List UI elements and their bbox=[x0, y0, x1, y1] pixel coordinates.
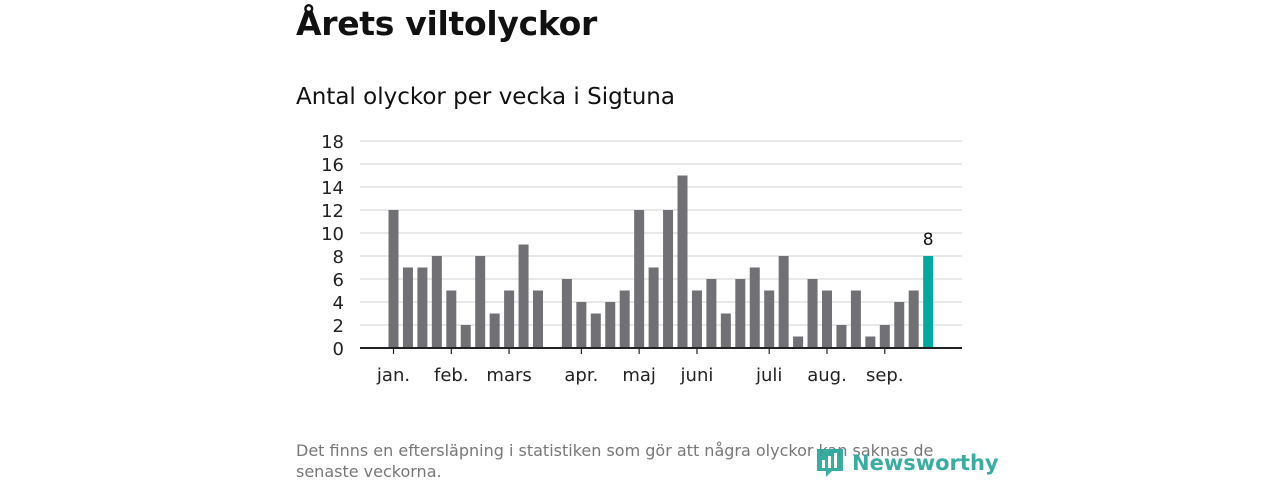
bar bbox=[908, 290, 919, 348]
y-tick-label: 0 bbox=[333, 339, 344, 360]
bar bbox=[518, 244, 529, 348]
y-tick-label: 10 bbox=[321, 224, 344, 245]
bar bbox=[879, 325, 890, 348]
bar bbox=[706, 279, 717, 348]
y-tick-label: 14 bbox=[321, 178, 344, 199]
bar bbox=[865, 336, 876, 348]
bar-highlight bbox=[923, 256, 934, 348]
newsworthy-logo: Newsworthy bbox=[814, 446, 999, 480]
bar bbox=[402, 267, 413, 348]
x-axis-ticks: jan. feb. mars apr. maj juni juli aug. sep. bbox=[376, 348, 904, 386]
x-tick-label: feb. bbox=[434, 365, 469, 386]
x-tick-label: jan. bbox=[376, 365, 410, 386]
page-title: Årets viltolyckor bbox=[296, 4, 597, 43]
bar bbox=[475, 256, 486, 348]
data-labels: 8 bbox=[923, 230, 934, 250]
y-tick-label: 8 bbox=[333, 247, 344, 268]
chart-title: Antal olyckor per vecka i Sigtuna bbox=[296, 84, 675, 110]
bar bbox=[446, 290, 457, 348]
bar bbox=[648, 267, 659, 348]
x-tick-label: mars bbox=[486, 365, 531, 386]
newsworthy-logo-icon bbox=[817, 449, 843, 477]
footnote: Det finns en eftersläpning i statistiken… bbox=[296, 441, 934, 481]
y-tick-label: 18 bbox=[321, 132, 344, 153]
bar bbox=[850, 290, 861, 348]
bar bbox=[634, 210, 645, 348]
bar bbox=[460, 325, 471, 348]
bar bbox=[417, 267, 428, 348]
x-tick-label: aug. bbox=[807, 365, 847, 386]
bar bbox=[778, 256, 789, 348]
y-tick-label: 12 bbox=[321, 201, 344, 222]
bar bbox=[691, 290, 702, 348]
bar bbox=[793, 336, 804, 348]
bar bbox=[735, 279, 746, 348]
bar bbox=[431, 256, 442, 348]
bar bbox=[663, 210, 674, 348]
bar bbox=[590, 313, 601, 348]
bar bbox=[489, 313, 500, 348]
bar bbox=[720, 313, 731, 348]
bar bbox=[605, 302, 616, 348]
bar bbox=[533, 290, 543, 348]
newsworthy-logo-text: Newsworthy bbox=[852, 451, 999, 475]
bar bbox=[561, 279, 572, 348]
bar bbox=[836, 325, 847, 348]
bar bbox=[576, 302, 587, 348]
bar bbox=[619, 290, 630, 348]
y-tick-label: 6 bbox=[333, 270, 344, 291]
bar bbox=[504, 290, 515, 348]
bar bbox=[822, 290, 832, 348]
y-tick-label: 2 bbox=[333, 316, 344, 337]
grid-lines bbox=[360, 140, 962, 326]
bar bbox=[894, 302, 905, 348]
x-tick-label: apr. bbox=[564, 365, 598, 386]
bar bbox=[749, 267, 760, 348]
bar bbox=[807, 279, 818, 348]
data-label: 8 bbox=[923, 230, 934, 250]
x-tick-label: maj bbox=[622, 365, 656, 386]
bar bbox=[677, 175, 688, 348]
y-tick-label: 16 bbox=[321, 155, 344, 176]
y-tick-label: 4 bbox=[333, 293, 344, 314]
x-tick-label: sep. bbox=[866, 365, 904, 386]
bar bbox=[388, 210, 399, 348]
x-tick-label: juli bbox=[755, 365, 782, 386]
bar bbox=[764, 290, 775, 348]
x-tick-label: juni bbox=[680, 365, 714, 386]
bars bbox=[388, 175, 934, 348]
